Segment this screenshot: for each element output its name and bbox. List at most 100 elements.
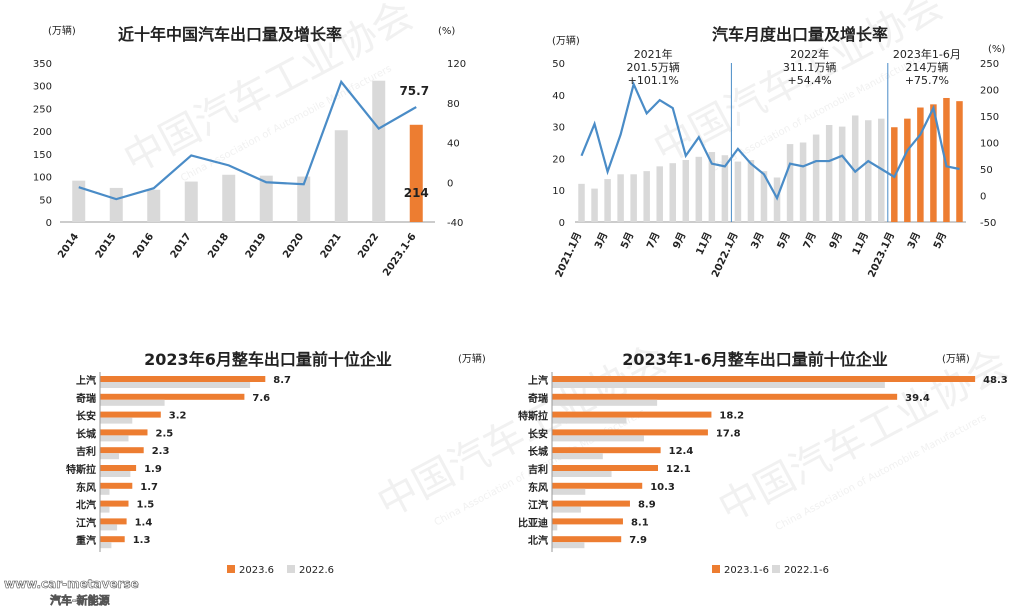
current-period-value-label: 12.1 bbox=[666, 464, 691, 475]
monthly-x-tick: 2021.1月 bbox=[553, 230, 584, 279]
monthly-bar bbox=[591, 188, 598, 222]
annual-bar bbox=[109, 187, 123, 222]
company-label: 长安 bbox=[528, 427, 548, 440]
monthly-bar bbox=[734, 161, 742, 222]
prior-period-bar bbox=[100, 471, 131, 477]
site-watermark-cn: 汽车-新能源 bbox=[50, 593, 110, 607]
current-period-value-label: 3.2 bbox=[169, 411, 187, 422]
prior-period-bar bbox=[100, 382, 251, 388]
annual-left-tick: 350 bbox=[33, 59, 52, 70]
annual-x-tick: 2023.1-6 bbox=[381, 231, 419, 278]
june-top10-chart: 2023年6月整车出口量前十位企业 (万辆) 上汽 8.7 奇瑞 7.6 长安 3.2 长城… bbox=[66, 350, 486, 576]
annual-bar bbox=[334, 130, 348, 222]
current-period-value-label: 48.3 bbox=[983, 375, 1008, 386]
company-label: 长城 bbox=[528, 445, 548, 458]
monthly-bar bbox=[695, 156, 703, 222]
monthly-right-tick: 250 bbox=[980, 59, 999, 70]
monthly-x-tick: 7月 bbox=[801, 230, 819, 250]
legend-swatch-current bbox=[227, 565, 235, 573]
current-period-value-label: 12.4 bbox=[669, 446, 694, 457]
monthly-annotation-line: 2021年 bbox=[634, 47, 673, 61]
prior-period-bar bbox=[552, 471, 612, 477]
company-label: 长城 bbox=[76, 427, 96, 440]
monthly-bar bbox=[708, 152, 716, 222]
legend-swatch-current bbox=[712, 565, 720, 573]
company-label: 长安 bbox=[76, 410, 96, 423]
watermark-cam-bottom-right: 中国汽车工业协会 bbox=[711, 341, 1015, 532]
annual-left-tick: 200 bbox=[33, 127, 52, 138]
annual-right-unit: (%) bbox=[438, 26, 455, 37]
current-period-bar bbox=[552, 500, 630, 507]
june-unit: (万辆) bbox=[458, 352, 486, 365]
monthly-annotation-line: +101.1% bbox=[628, 74, 679, 87]
current-period-bar bbox=[552, 411, 712, 418]
current-period-value-label: 39.4 bbox=[905, 393, 930, 404]
annual-right-tick: -40 bbox=[447, 218, 463, 229]
current-period-value-label: 7.6 bbox=[252, 393, 270, 404]
monthly-right-tick: 100 bbox=[980, 139, 999, 150]
monthly-left-unit: (万辆) bbox=[552, 34, 580, 47]
monthly-bar bbox=[721, 155, 729, 222]
current-period-value-label: 1.4 bbox=[135, 517, 153, 528]
annual-x-tick: 2021 bbox=[319, 231, 344, 260]
annual-bar-label-last: 214 bbox=[404, 186, 429, 200]
prior-period-bar bbox=[552, 453, 603, 460]
annual-growth-line bbox=[78, 79, 417, 201]
monthly-x-tick: 2023.1月 bbox=[866, 230, 897, 279]
prior-period-bar bbox=[552, 399, 658, 406]
annual-bar bbox=[372, 80, 386, 223]
current-period-bar bbox=[100, 376, 266, 382]
annual-x-tick: 2017 bbox=[169, 231, 194, 260]
monthly-bar bbox=[851, 115, 859, 222]
monthly-x-tick: 3月 bbox=[749, 230, 767, 250]
annual-x-tick: 2019 bbox=[244, 231, 269, 260]
prior-period-bar bbox=[100, 506, 110, 513]
monthly-growth-polyline bbox=[580, 80, 960, 201]
monthly-annotation-line: 214万辆 bbox=[905, 60, 948, 74]
prior-period-bar bbox=[552, 488, 586, 495]
annual-x-tick: 2020 bbox=[281, 231, 306, 260]
current-period-bar bbox=[552, 536, 622, 543]
monthly-export-chart: 汽车月度出口量及增长率 (万辆) (%) 0 10 20 30 40 50 -50 0 50 10… bbox=[552, 25, 1005, 279]
current-period-bar bbox=[100, 429, 148, 436]
annual-bar bbox=[147, 189, 161, 222]
prior-period-bar bbox=[100, 488, 110, 495]
legend-label-current: 2023.1-6 bbox=[724, 565, 769, 576]
current-period-bar bbox=[552, 482, 643, 489]
monthly-annotation-line: +75.7% bbox=[905, 74, 949, 87]
current-period-value-label: 7.9 bbox=[629, 535, 647, 546]
monthly-bar bbox=[630, 174, 637, 222]
monthly-bar bbox=[904, 118, 911, 222]
company-label: 吉利 bbox=[528, 463, 548, 476]
monthly-annotation-line: 311.1万辆 bbox=[783, 60, 837, 74]
annual-x-tick: 2015 bbox=[94, 231, 119, 260]
monthly-bar bbox=[930, 104, 937, 222]
current-period-bar bbox=[552, 393, 898, 400]
company-label: 比亚迪 bbox=[518, 516, 548, 529]
annual-right-tick: 80 bbox=[447, 99, 460, 110]
current-period-value-label: 8.7 bbox=[273, 375, 291, 386]
monthly-x-tick: 11月 bbox=[694, 230, 715, 257]
annual-right-tick: 0 bbox=[447, 178, 453, 189]
prior-period-bar bbox=[100, 542, 112, 549]
current-period-value-label: 8.1 bbox=[631, 517, 649, 528]
annual-bar bbox=[184, 181, 198, 222]
annual-bar bbox=[409, 124, 423, 222]
monthly-x-tick: 3月 bbox=[592, 230, 610, 250]
annual-bar bbox=[297, 176, 311, 222]
monthly-annotation-line: +54.4% bbox=[788, 74, 832, 87]
monthly-year-dividers bbox=[730, 63, 889, 222]
current-period-bar bbox=[100, 465, 137, 471]
current-period-bar bbox=[100, 411, 161, 418]
monthly-x-tick: 3月 bbox=[905, 230, 923, 250]
annual-right-tick: 120 bbox=[447, 59, 466, 70]
annual-left-tick: 150 bbox=[33, 150, 52, 161]
annual-left-tick: 250 bbox=[33, 104, 52, 115]
annual-bar bbox=[222, 174, 236, 222]
h1-bars: 上汽 48.3 奇瑞 39.4 特斯拉 18.2 长安 17.8 长城 12.4 吉利 12.1 东风 1… bbox=[518, 372, 1008, 552]
monthly-x-tick: 5月 bbox=[931, 230, 949, 250]
annual-left-tick: 0 bbox=[46, 218, 52, 229]
company-label: 江汽 bbox=[76, 516, 96, 529]
company-label: 北汽 bbox=[76, 499, 96, 512]
